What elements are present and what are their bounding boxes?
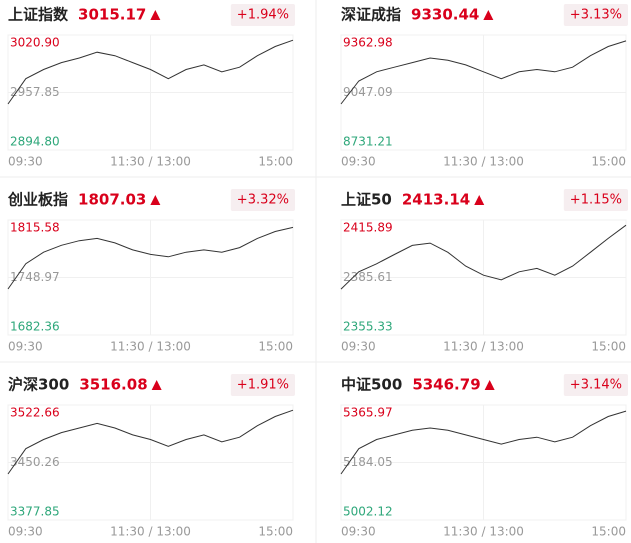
up-arrow: [150, 195, 161, 205]
y-tick-label: 8731.21: [343, 135, 393, 149]
x-tick-label: 15:00: [591, 340, 626, 354]
index-change: +3.14%: [570, 378, 622, 393]
x-tick-label: 11:30 / 13:00: [110, 340, 191, 354]
change-badge: [563, 4, 628, 26]
x-tick-label: 09:30: [8, 155, 43, 169]
price-line: [340, 224, 627, 290]
x-tick-label: 11:30 / 13:00: [443, 155, 524, 169]
y-tick-label: 5002.12: [343, 505, 393, 519]
index-price: 1807.03: [78, 191, 146, 209]
y-tick-label: 9362.98: [343, 36, 393, 50]
index-title: 上证指数: [8, 6, 69, 24]
y-tick-label: 3020.90: [10, 36, 60, 50]
x-tick-label: 09:30: [8, 525, 43, 539]
up-arrow: [483, 10, 494, 20]
price-line: [340, 410, 627, 475]
index-change: +3.13%: [570, 8, 622, 23]
x-tick-label: 15:00: [258, 155, 293, 169]
x-tick-label: 11:30 / 13:00: [110, 155, 191, 169]
x-tick-label: 11:30 / 13:00: [443, 340, 524, 354]
change-badge: [230, 374, 295, 396]
x-tick-label: 09:30: [341, 340, 376, 354]
index-price: 2413.14: [402, 191, 470, 209]
index-change: +3.32%: [237, 193, 289, 208]
index-title: 上证50: [341, 191, 392, 209]
x-tick-label: 15:00: [591, 525, 626, 539]
index-price: 9330.44: [411, 6, 479, 24]
change-badge: [230, 189, 295, 211]
index-title: 深证成指: [341, 6, 401, 24]
y-tick-label: 1682.36: [10, 320, 60, 334]
up-arrow: [474, 195, 485, 205]
up-arrow: [484, 380, 495, 390]
y-tick-label: 9047.09: [343, 85, 393, 99]
index-price: 3516.08: [79, 376, 147, 394]
x-tick-label: 11:30 / 13:00: [110, 525, 191, 539]
price-line: [340, 40, 627, 105]
index-panel: 沪深300 3516.08 +1.91% 3522.66 3450.26 3377.85 0…: [7, 374, 295, 539]
change-badge: [563, 189, 628, 211]
y-tick-label: 5184.05: [343, 455, 393, 469]
change-badge: [230, 4, 295, 26]
index-title: 沪深300: [8, 376, 69, 394]
index-panel: 深证成指 9330.44 +3.13% 9362.98 9047.09 8731.21 09…: [340, 4, 628, 169]
up-arrow: [150, 10, 161, 20]
y-tick-label: 2894.80: [10, 135, 60, 149]
index-panel: 上证50 2413.14 +1.15% 2415.89 2385.61 2355.33 09…: [340, 189, 628, 354]
index-price: 3015.17: [78, 6, 146, 24]
index-title: 中证500: [341, 376, 402, 394]
up-arrow: [151, 380, 162, 390]
y-tick-label: 2415.89: [343, 221, 393, 235]
y-tick-label: 1815.58: [10, 221, 60, 235]
y-tick-label: 2957.85: [10, 85, 60, 99]
y-tick-label: 3450.26: [10, 455, 60, 469]
y-tick-label: 1748.97: [10, 270, 60, 284]
x-tick-label: 15:00: [258, 340, 293, 354]
y-tick-label: 2385.61: [343, 270, 393, 284]
index-change: +1.15%: [570, 193, 622, 208]
index-price: 5346.79: [412, 376, 480, 394]
x-tick-label: 15:00: [258, 525, 293, 539]
y-tick-label: 3522.66: [10, 406, 60, 420]
change-badge: [563, 374, 628, 396]
y-tick-label: 2355.33: [343, 320, 393, 334]
index-change: +1.91%: [237, 378, 289, 393]
index-panel: 中证500 5346.79 +3.14% 5365.97 5184.05 5002.12 0…: [340, 374, 628, 539]
index-change: +1.94%: [237, 8, 289, 23]
x-tick-label: 11:30 / 13:00: [443, 525, 524, 539]
x-tick-label: 15:00: [591, 155, 626, 169]
price-line: [7, 226, 294, 290]
index-panel: 创业板指 1807.03 +3.32% 1815.58 1748.97 1682.36 09…: [7, 189, 295, 354]
index-panel: 上证指数 3015.17 +1.94% 3020.90 2957.85 2894.80 09…: [7, 4, 295, 169]
y-tick-label: 3377.85: [10, 505, 60, 519]
x-tick-label: 09:30: [8, 340, 43, 354]
index-title: 创业板指: [7, 191, 68, 209]
x-tick-label: 09:30: [341, 525, 376, 539]
x-tick-label: 09:30: [341, 155, 376, 169]
price-line: [7, 39, 294, 105]
y-tick-label: 5365.97: [343, 406, 393, 420]
price-line: [7, 409, 294, 475]
